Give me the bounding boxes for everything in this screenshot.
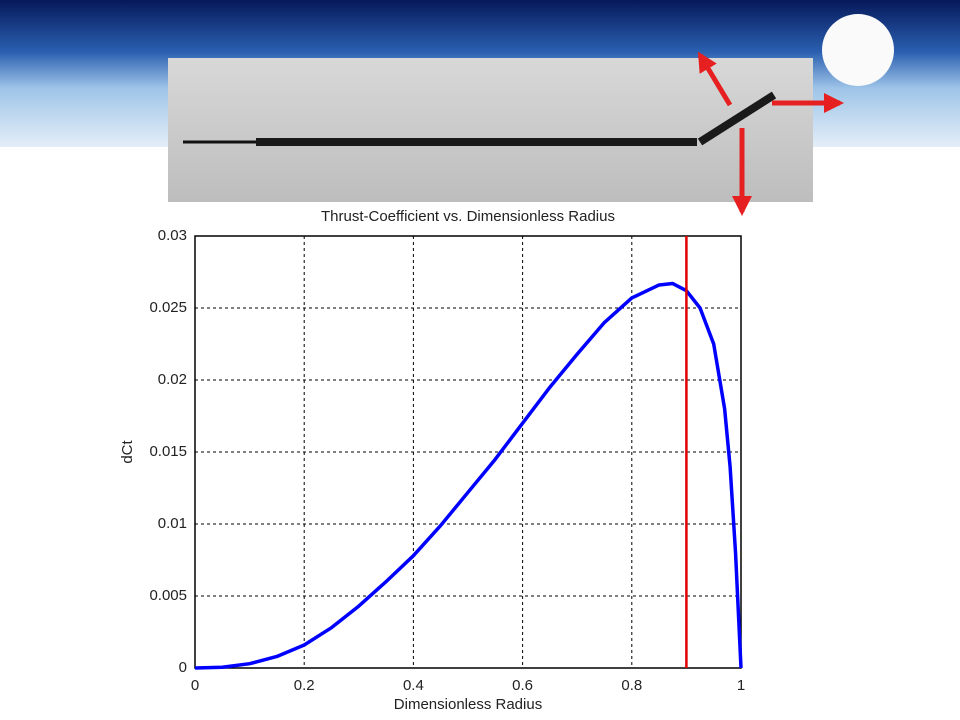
y-tick-label: 0.025 — [149, 299, 187, 316]
y-tick-label: 0.005 — [149, 587, 187, 604]
y-axis-label: dCt — [119, 439, 136, 463]
x-tick-label: 0.6 — [512, 677, 533, 694]
arrow — [697, 51, 733, 107]
chart-title: Thrust-Coefficient vs. Dimensionless Rad… — [321, 208, 615, 225]
plot: 0 0.005 0.01 0.015 0.02 0.025 0.03 0 0.2 0.4 0.6 0.… — [149, 227, 745, 694]
rotor-image — [168, 58, 813, 202]
y-tick-label: 0.03 — [158, 227, 187, 244]
x-tick-label: 1 — [737, 677, 745, 694]
y-tick-label: 0.015 — [149, 443, 187, 460]
rotor-tip — [697, 91, 777, 146]
y-tick-label: 0 — [179, 659, 187, 676]
x-tick-label: 0.8 — [621, 677, 642, 694]
x-tick-label: 0 — [191, 677, 199, 694]
y-tick-label: 0.02 — [158, 371, 187, 388]
axes-frame — [194, 235, 742, 669]
x-tick-label: 0.4 — [403, 677, 424, 694]
data-line — [194, 281, 743, 670]
y-tick-label: 0.01 — [158, 515, 187, 532]
balloon — [822, 14, 894, 86]
x-axis-label: Dimensionless Radius — [394, 696, 542, 713]
x-tick-label: 0.2 — [294, 677, 315, 694]
